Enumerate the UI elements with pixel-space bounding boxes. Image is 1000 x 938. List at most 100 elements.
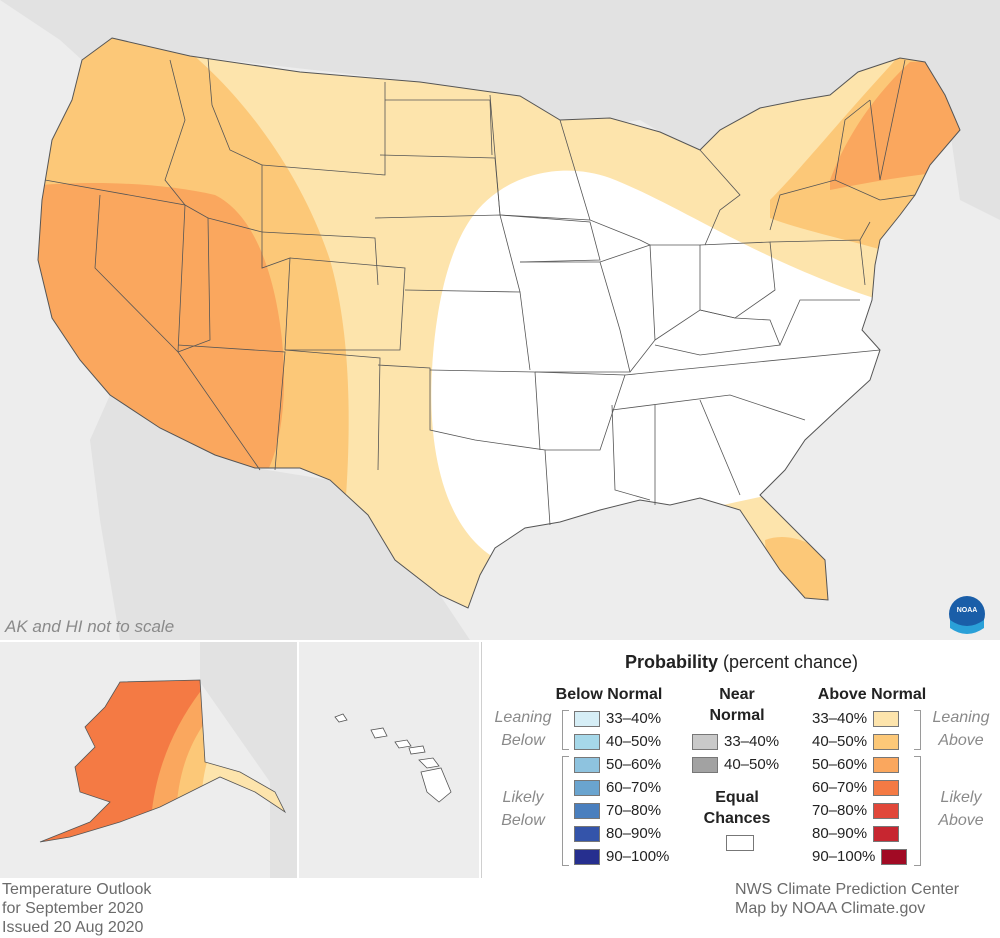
scale-note: AK and HI not to scale <box>4 617 174 636</box>
above-normal-color-swatch <box>873 803 900 820</box>
below-normal-color-swatch <box>574 734 600 751</box>
above-normal-label: 33–40% <box>812 710 868 727</box>
below-normal-row: 40–50% <box>574 732 661 752</box>
above-normal-label: 60–70% <box>812 779 868 796</box>
mexico-land <box>90 395 470 640</box>
conus-map-svg: AK and HI not to scale NOAA <box>0 0 1000 640</box>
below-normal-color-swatch <box>574 780 600 797</box>
likely-below-bracket <box>562 756 569 866</box>
below-normal-header: Below Normal <box>555 686 663 703</box>
conus-map: AK and HI not to scale NOAA <box>0 0 1000 640</box>
legend: Probability (percent chance) Below Norma… <box>481 642 1000 878</box>
above-normal-label: 50–60% <box>812 756 868 773</box>
near-normal-line1: Near <box>719 686 755 703</box>
near-normal-label: 40–50% <box>724 756 780 773</box>
near-normal-line2: Normal <box>709 707 765 724</box>
below-normal-color-swatch <box>574 826 600 843</box>
alaska-map-svg <box>39 642 297 878</box>
canada-land-inset <box>200 642 297 878</box>
below-normal-row: 90–100% <box>574 847 669 867</box>
equal-chances-line1: Equal <box>715 789 759 806</box>
alaska-outline <box>39 679 287 843</box>
below-normal-label: 90–100% <box>606 848 670 865</box>
leaning-below-bracket <box>562 710 569 750</box>
near-normal-header: Near Normal <box>682 684 792 726</box>
likely-above-bracket <box>914 756 921 866</box>
below-normal-row: 50–60% <box>574 755 661 775</box>
legend-title-bold: Probability <box>624 652 718 672</box>
footer-right: NWS Climate Prediction Center Map by NOA… <box>735 880 959 918</box>
below-normal-label: 80–90% <box>606 825 662 842</box>
leaning-below-line1: Leaning <box>494 709 552 726</box>
leaning-below-line2: Below <box>501 732 545 749</box>
near-normal-row: 33–40% <box>692 732 779 752</box>
likely-below-line1: Likely <box>502 789 544 806</box>
leaning-above-line2: Above <box>938 732 984 749</box>
near-normal-label: 33–40% <box>724 733 780 750</box>
below-normal-color-swatch <box>574 757 600 774</box>
below-normal-color-swatch <box>574 849 600 866</box>
above-normal-row: 70–80% <box>812 801 900 821</box>
leaning-below-label: Leaning Below <box>484 706 562 752</box>
above-normal-label: 70–80% <box>812 802 868 819</box>
likely-above-line2: Above <box>938 812 984 829</box>
leaning-above-line1: Leaning <box>932 709 990 726</box>
legend-title-rest: (percent chance) <box>717 652 859 672</box>
above-normal-row: 80–90% <box>812 824 900 844</box>
near-normal-color-swatch <box>692 757 718 774</box>
footer-title: Temperature Outlook <box>2 881 152 898</box>
near-normal-row: 40–50% <box>692 755 779 775</box>
below-normal-label: 70–80% <box>606 802 662 819</box>
equal-chances-line2: Chances <box>703 810 771 827</box>
above-normal-color-swatch <box>873 780 900 797</box>
above-normal-row: 60–70% <box>812 778 900 798</box>
above-normal-color-swatch <box>873 757 900 774</box>
below-normal-row: 60–70% <box>574 778 661 798</box>
likely-above-line1: Likely <box>940 789 982 806</box>
likely-below-label: Likely Below <box>484 786 562 832</box>
above-normal-row: 90–100% <box>812 847 908 867</box>
leaning-above-bracket <box>914 710 921 750</box>
canada-land <box>0 0 1000 220</box>
us-outline <box>37 37 961 609</box>
footer-period: for September 2020 <box>2 900 144 917</box>
hawaii-islands <box>334 713 452 803</box>
legend-title: Probability (percent chance) <box>482 652 1000 673</box>
below-normal-label: 33–40% <box>606 710 662 727</box>
above-normal-color-swatch <box>873 734 900 751</box>
below-normal-row: 80–90% <box>574 824 661 844</box>
hawaii-map-svg <box>334 713 452 803</box>
above-normal-color-swatch <box>873 826 900 843</box>
below-normal-label: 40–50% <box>606 733 662 750</box>
likely-below-line2: Below <box>501 812 545 829</box>
below-normal-color-swatch <box>574 711 600 728</box>
above-normal-color-swatch <box>873 711 900 728</box>
above-normal-color-swatch <box>881 849 908 866</box>
above-normal-label: 40–50% <box>812 733 868 750</box>
footer-source: NWS Climate Prediction Center <box>735 881 960 898</box>
below-normal-row: 33–40% <box>574 709 661 729</box>
footer-left: Temperature Outlook for September 2020 I… <box>2 880 151 937</box>
leaning-above-40-50-florida <box>765 536 840 608</box>
footer-issued: Issued 20 Aug 2020 <box>2 919 144 936</box>
alaska-inset <box>0 642 297 878</box>
below-normal-row: 70–80% <box>574 801 661 821</box>
hawaii-inset <box>299 642 479 878</box>
equal-chances-region <box>431 170 880 556</box>
above-normal-row: 50–60% <box>812 755 900 775</box>
below-normal-label: 50–60% <box>606 756 662 773</box>
above-normal-label: 80–90% <box>812 825 868 842</box>
leaning-above-label: Leaning Above <box>922 706 1000 752</box>
above-normal-row: 33–40% <box>812 709 900 729</box>
state-boundaries <box>44 57 916 526</box>
likely-above-label: Likely Above <box>922 786 1000 832</box>
above-normal-label: 90–100% <box>812 848 876 865</box>
above-normal-row: 40–50% <box>812 732 900 752</box>
footer-credit: Map by NOAA Climate.gov <box>735 900 926 917</box>
equal-chances-label: Equal Chances <box>682 787 792 829</box>
equal-chances-color <box>726 834 754 851</box>
noaa-logo: NOAA <box>949 596 985 634</box>
below-normal-label: 60–70% <box>606 779 662 796</box>
equal-chances-swatch <box>726 834 754 852</box>
near-normal-color-swatch <box>692 734 718 751</box>
